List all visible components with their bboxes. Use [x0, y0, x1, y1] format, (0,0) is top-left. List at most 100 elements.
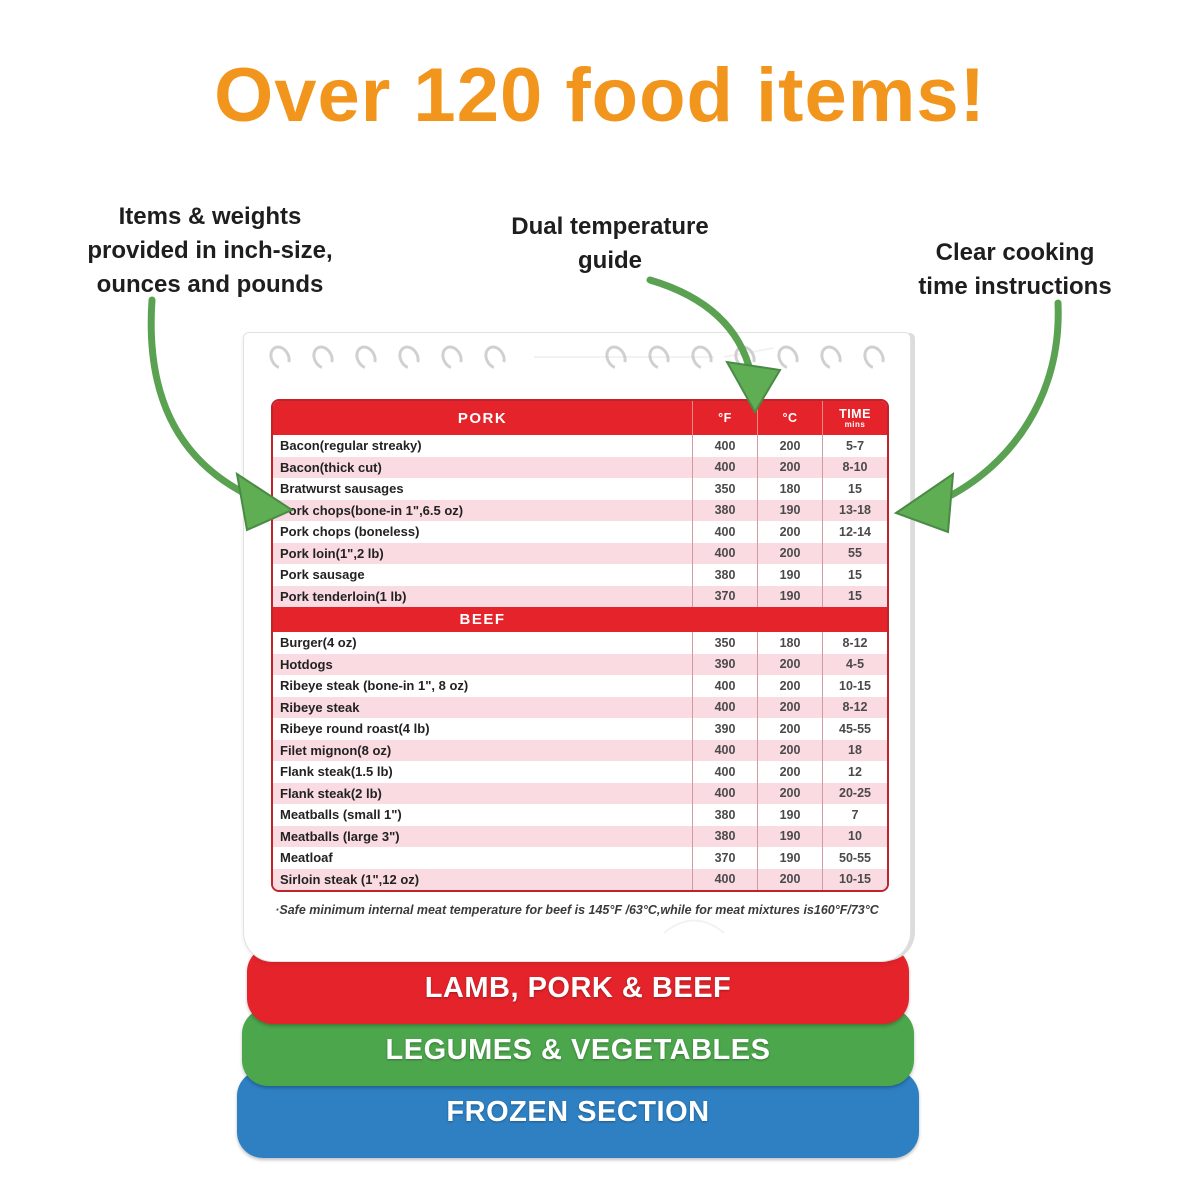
temp-c: 190 — [757, 585, 822, 607]
food-item: Flank steak(1.5 lb) — [280, 764, 393, 780]
temp-c: 200 — [757, 718, 822, 740]
spiral-hole-icon — [308, 341, 338, 374]
annotation-line: ounces and pounds — [96, 271, 324, 299]
temp-c: 200 — [757, 521, 822, 543]
spiral-hole-icon — [730, 341, 760, 374]
food-item: Pork loin(1",2 lb) — [280, 545, 384, 561]
table-row: Meatballs (small 1") 380 190 7 — [273, 804, 887, 826]
cook-time: 13-18 — [822, 499, 887, 521]
annotation-cooking-time: Clear cooking time instructions — [865, 236, 1165, 304]
temp-f: 350 — [692, 478, 757, 500]
temp-c: 200 — [757, 435, 822, 457]
temp-f: 400 — [692, 675, 757, 697]
table-row: Ribeye round roast(4 lb) 390 200 45-55 — [273, 718, 887, 740]
temp-f: 400 — [692, 456, 757, 478]
cook-time: 4-5 — [822, 653, 887, 675]
food-item: Ribeye steak — [280, 699, 360, 715]
table-row: Meatballs (large 3") 380 190 10 — [273, 825, 887, 847]
table-row: Sirloin steak (1",12 oz) 400 200 10-15 — [273, 868, 887, 890]
cheat-sheet-card: PORK °F °C TIME mins Bacon(regular streaky) 40… — [243, 332, 911, 962]
temp-c: 190 — [757, 847, 822, 869]
table-row: Pork chops (boneless) 400 200 12-14 — [273, 521, 887, 543]
annotation-line: Clear cooking — [935, 239, 1095, 266]
tab-label: LAMB, PORK & BEEF — [424, 972, 732, 1004]
temp-f: 400 — [692, 739, 757, 761]
annotation-dual-temperature: Dual temperature guide — [465, 210, 755, 278]
temp-f: 400 — [692, 782, 757, 804]
spiral-hole-icon — [351, 341, 381, 374]
temp-f: 400 — [692, 761, 757, 783]
annotation-line: provided in inch-size, — [87, 237, 333, 265]
temp-f: 380 — [692, 499, 757, 521]
temp-c: 190 — [757, 804, 822, 826]
food-item: Sirloin steak (1",12 oz) — [280, 871, 420, 887]
food-item: Filet mignon(8 oz) — [280, 742, 392, 758]
table-row: Burger(4 oz) 350 180 8-12 — [273, 632, 887, 654]
cook-time: 18 — [822, 739, 887, 761]
temp-c: 200 — [757, 868, 822, 890]
table-row: Flank steak(1.5 lb) 400 200 12 — [273, 761, 887, 783]
temp-f: 380 — [692, 825, 757, 847]
temp-c: 200 — [757, 675, 822, 697]
annotation-line: Items & weights — [118, 203, 302, 230]
food-item: Bacon(regular streaky) — [280, 438, 422, 454]
food-item: Hotdogs — [280, 656, 333, 672]
cook-time: 10-15 — [822, 675, 887, 697]
table-footnote: ·Safe minimum internal meat temperature … — [275, 903, 879, 917]
cook-time: 15 — [822, 585, 887, 607]
table-row: Ribeye steak (bone-in 1", 8 oz) 400 200 10-… — [273, 675, 887, 697]
food-item: Bratwurst sausages — [280, 481, 404, 497]
annotation-line: guide — [578, 247, 642, 275]
temp-c: 180 — [757, 632, 822, 654]
temp-f: 400 — [692, 521, 757, 543]
temp-c: 200 — [757, 782, 822, 804]
temp-f: 380 — [692, 804, 757, 826]
table-row: Pork chops(bone-in 1",6.5 oz) 380 190 13-18 — [273, 499, 887, 521]
temp-f: 400 — [692, 868, 757, 890]
spiral-binding — [265, 341, 889, 374]
temp-f: 380 — [692, 564, 757, 586]
cook-time: 8-10 — [822, 456, 887, 478]
temp-c: 200 — [757, 653, 822, 675]
spiral-hole-icon — [687, 341, 717, 374]
table-row: Pork sausage 380 190 15 — [273, 564, 887, 586]
temp-c: 200 — [757, 761, 822, 783]
table-row: Meatloaf 370 190 50-55 — [273, 847, 887, 869]
cook-time: 12 — [822, 761, 887, 783]
food-item: Meatballs (large 3") — [280, 828, 400, 844]
temp-f: 370 — [692, 847, 757, 869]
table-row: Bratwurst sausages 350 180 15 — [273, 478, 887, 500]
spiral-hole-icon — [480, 341, 510, 374]
temp-f: 370 — [692, 585, 757, 607]
cook-time: 7 — [822, 804, 887, 826]
temp-f: 400 — [692, 435, 757, 457]
tab-label: LEGUMES & VEGETABLES — [385, 1034, 771, 1066]
temp-f: 400 — [692, 542, 757, 564]
food-item: Ribeye round roast(4 lb) — [280, 721, 430, 737]
temp-c: 200 — [757, 456, 822, 478]
food-item: Pork tenderloin(1 lb) — [280, 588, 407, 604]
spiral-hole-icon — [816, 341, 846, 374]
temp-f: 390 — [692, 718, 757, 740]
cook-time: 50-55 — [822, 847, 887, 869]
table-row: Ribeye steak 400 200 8-12 — [273, 696, 887, 718]
table-row: Filet mignon(8 oz) 400 200 18 — [273, 739, 887, 761]
temp-c: 200 — [757, 739, 822, 761]
spiral-hole-icon — [644, 341, 674, 374]
table-row: Pork tenderloin(1 lb) 370 190 15 — [273, 585, 887, 607]
food-item: Pork chops(bone-in 1",6.5 oz) — [280, 502, 464, 518]
table-row: Pork loin(1",2 lb) 400 200 55 — [273, 542, 887, 564]
temp-c: 200 — [757, 542, 822, 564]
cook-time: 15 — [822, 478, 887, 500]
cook-time: 55 — [822, 542, 887, 564]
temp-c: 200 — [757, 696, 822, 718]
temp-c: 190 — [757, 499, 822, 521]
cook-time: 15 — [822, 564, 887, 586]
spiral-hole-icon — [601, 341, 631, 374]
cook-time: 8-12 — [822, 696, 887, 718]
cook-time: 10 — [822, 825, 887, 847]
table-row: Flank steak(2 lb) 400 200 20-25 — [273, 782, 887, 804]
food-item: Meatloaf — [280, 850, 333, 866]
temp-f: 390 — [692, 653, 757, 675]
